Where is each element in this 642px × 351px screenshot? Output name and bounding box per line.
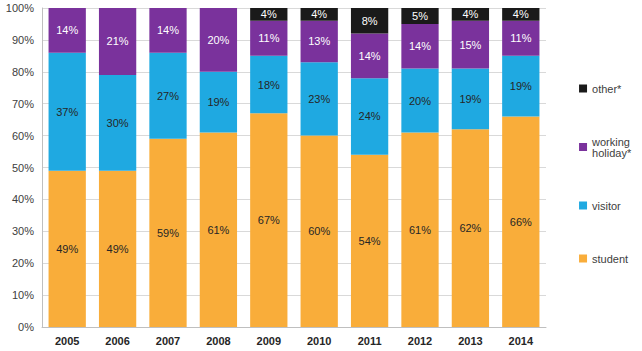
svg-text:8%: 8%	[362, 15, 378, 27]
svg-text:4%: 4%	[261, 8, 277, 20]
svg-text:10%: 10%	[12, 289, 34, 301]
svg-text:2009: 2009	[257, 335, 281, 347]
svg-text:14%: 14%	[409, 40, 431, 52]
svg-text:2008: 2008	[206, 335, 230, 347]
svg-text:15%: 15%	[459, 39, 481, 51]
svg-text:19%: 19%	[510, 80, 532, 92]
svg-text:59%: 59%	[157, 227, 179, 239]
svg-text:19%: 19%	[459, 93, 481, 105]
svg-text:13%: 13%	[308, 35, 330, 47]
svg-text:30%: 30%	[12, 225, 34, 237]
svg-text:19%: 19%	[207, 96, 229, 108]
svg-text:54%: 54%	[359, 235, 381, 247]
svg-text:2007: 2007	[156, 335, 180, 347]
svg-text:60%: 60%	[308, 225, 330, 237]
svg-text:67%: 67%	[258, 214, 280, 226]
svg-text:23%: 23%	[308, 93, 330, 105]
svg-text:working: working	[592, 135, 633, 148]
svg-text:49%: 49%	[56, 243, 78, 255]
svg-text:0%: 0%	[18, 321, 34, 333]
svg-text:14%: 14%	[56, 24, 78, 36]
svg-text:27%: 27%	[157, 90, 179, 102]
svg-text:20%: 20%	[207, 34, 229, 46]
svg-text:37%: 37%	[56, 106, 78, 118]
svg-text:61%: 61%	[207, 224, 229, 236]
svg-text:50%: 50%	[12, 162, 34, 174]
svg-text:other*: other*	[592, 83, 622, 95]
svg-text:4%: 4%	[311, 8, 327, 20]
svg-text:62%: 62%	[459, 222, 481, 234]
svg-text:49%: 49%	[107, 243, 129, 255]
svg-text:60%: 60%	[12, 130, 34, 142]
svg-text:2011: 2011	[358, 335, 382, 347]
svg-text:2010: 2010	[307, 335, 331, 347]
svg-text:66%: 66%	[510, 216, 532, 228]
svg-text:61%: 61%	[409, 224, 431, 236]
svg-text:4%: 4%	[462, 8, 478, 20]
svg-text:visitor: visitor	[592, 200, 621, 212]
svg-text:90%: 90%	[12, 34, 34, 46]
svg-text:14%: 14%	[157, 24, 179, 36]
svg-text:70%: 70%	[12, 98, 34, 110]
svg-text:18%: 18%	[258, 79, 280, 91]
svg-text:100%: 100%	[6, 2, 34, 14]
svg-text:11%: 11%	[258, 32, 279, 44]
svg-text:4%: 4%	[513, 8, 529, 20]
svg-text:2005: 2005	[55, 335, 79, 347]
svg-text:14%: 14%	[359, 50, 381, 62]
svg-text:20%: 20%	[12, 257, 34, 269]
svg-text:21%: 21%	[107, 35, 129, 47]
svg-text:2014: 2014	[509, 335, 534, 347]
svg-text:2012: 2012	[408, 335, 432, 347]
svg-text:20%: 20%	[409, 95, 431, 107]
svg-text:40%: 40%	[12, 193, 34, 205]
svg-text:5%: 5%	[412, 10, 428, 22]
svg-text:2006: 2006	[105, 335, 129, 347]
svg-text:student: student	[592, 253, 628, 265]
svg-text:24%: 24%	[359, 110, 381, 122]
svg-text:holiday*: holiday*	[592, 147, 632, 159]
svg-text:11%: 11%	[510, 32, 531, 44]
svg-text:30%: 30%	[107, 117, 129, 129]
svg-text:2013: 2013	[458, 335, 482, 347]
svg-text:80%: 80%	[12, 66, 34, 78]
